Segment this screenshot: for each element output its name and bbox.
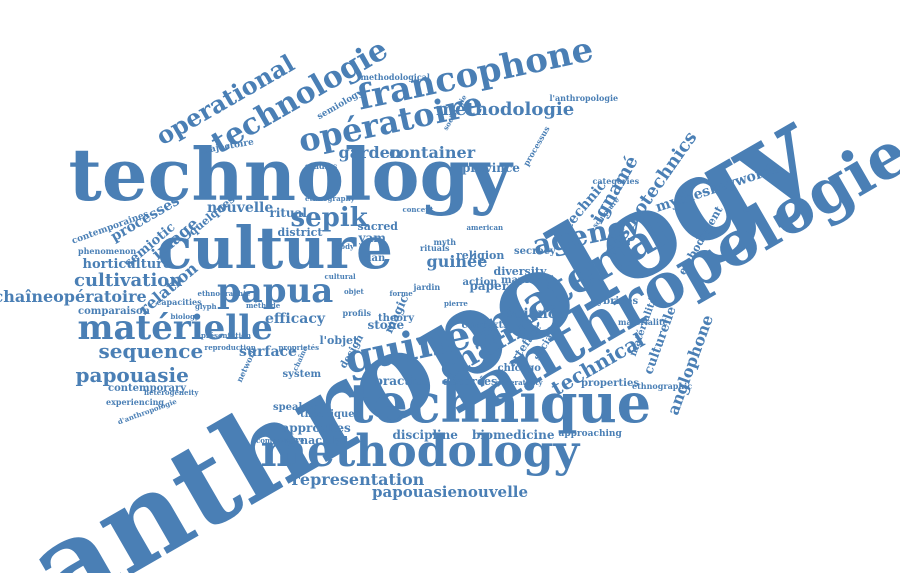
word-comparaison: comparaison bbox=[78, 306, 150, 317]
word-paper: paper bbox=[469, 279, 509, 293]
word-american: american bbox=[466, 222, 504, 232]
word-approaching: approaching bbox=[558, 428, 622, 439]
word-processus: processus bbox=[520, 124, 552, 168]
word-glyph: glyph bbox=[195, 301, 217, 311]
word-representation: representation bbox=[291, 470, 425, 489]
word-technology: technology bbox=[68, 132, 512, 217]
word-reproduction: reproduction bbox=[204, 342, 256, 352]
word-ritual: ritual bbox=[269, 206, 307, 220]
word-surface: surface bbox=[239, 344, 297, 360]
word-methodologie: méthodologie bbox=[436, 99, 575, 120]
word-phenomenon: phenomenon bbox=[78, 246, 137, 256]
word-container: container bbox=[389, 143, 476, 162]
word-action: action bbox=[462, 277, 498, 288]
word-secrecy: secrecy bbox=[514, 246, 556, 257]
word-diversity: diversity bbox=[493, 264, 547, 278]
word-properties: properties bbox=[581, 378, 639, 389]
word-practice: practice bbox=[374, 374, 430, 388]
word-presentation: présentation bbox=[201, 330, 251, 340]
word-heterogeneity: heterogeneity bbox=[144, 387, 199, 397]
word-theoriques: théoriques bbox=[300, 409, 361, 420]
word-biomedicine: biomedicine bbox=[472, 428, 555, 442]
word-comparative: comparative bbox=[256, 435, 305, 445]
word-chicago: chicago bbox=[497, 363, 541, 374]
word-horticulture: horticulture bbox=[82, 256, 172, 272]
word-speaker: speaker bbox=[273, 402, 318, 413]
word-stone: stone bbox=[367, 318, 405, 332]
word-hybrid-s: hybridеs bbox=[590, 296, 639, 307]
word-chaineoperatoire: chaîneopératoire bbox=[0, 287, 147, 306]
word-concept: concept bbox=[402, 204, 434, 214]
word-methode: méthode bbox=[246, 300, 281, 310]
word-body: body bbox=[335, 241, 355, 251]
word-decorees: décorées bbox=[442, 374, 498, 388]
word-guinee: guinée bbox=[426, 252, 488, 271]
word-papouasienouvelle: papouasienouvelle bbox=[372, 482, 529, 501]
word-objet: objet bbox=[344, 286, 364, 296]
word-studies: studies bbox=[305, 161, 338, 171]
word-ethnography: ethnography bbox=[305, 193, 355, 203]
word-cultivation: cultivation bbox=[74, 270, 183, 291]
word-ethnographie: ethnographie bbox=[197, 288, 251, 298]
word-profils: profils bbox=[342, 308, 372, 318]
word-materielle: matérielle bbox=[77, 308, 273, 348]
word-nouvelle: nouvelle bbox=[207, 200, 274, 216]
word-myth: myth bbox=[433, 237, 457, 247]
word-garden: garden bbox=[338, 143, 402, 162]
word-cultural: cultural bbox=[324, 271, 356, 281]
word-rituals: rituals bbox=[420, 243, 450, 253]
word-categories: categories bbox=[592, 176, 640, 186]
word-ethnographic: ethnographic bbox=[632, 381, 693, 391]
word-sacred: sacred bbox=[357, 219, 399, 233]
word-technique: technique bbox=[348, 371, 652, 435]
word-religion: religion bbox=[456, 248, 505, 262]
word-papua: papua bbox=[217, 271, 334, 311]
word-yam: yam bbox=[358, 231, 386, 245]
word-vernacular: vernacular bbox=[281, 433, 348, 447]
word-sepik: sepik bbox=[290, 203, 368, 233]
word-sequence: sequence bbox=[98, 339, 204, 363]
word-l-objet: l'objet bbox=[319, 333, 359, 347]
word-forme: forme bbox=[389, 288, 413, 298]
word-science: science bbox=[507, 306, 566, 322]
word-materialite: materialité bbox=[618, 317, 668, 327]
word-efficacy: efficacy bbox=[265, 311, 325, 327]
word-jardin: jardin bbox=[413, 282, 441, 292]
word-l-anthropologie: l'anthropologie bbox=[549, 93, 619, 103]
word-contemporary: contemporary bbox=[108, 383, 187, 394]
word-theory: theory bbox=[378, 313, 415, 324]
word-approches: approches bbox=[281, 421, 351, 435]
word-culture: culture bbox=[157, 214, 393, 282]
word-experiencing: experiencing bbox=[106, 397, 165, 407]
word-papouasie: papouasie bbox=[75, 363, 189, 387]
word-province: province bbox=[462, 161, 520, 175]
word-maprik: maprik bbox=[501, 275, 542, 286]
word-methodology: methodology bbox=[260, 426, 580, 477]
word-capacities: capacities bbox=[156, 297, 202, 307]
word-biology: biology bbox=[170, 311, 200, 321]
word-dan: dan bbox=[364, 253, 386, 264]
word-district: district bbox=[277, 225, 323, 239]
word-contexts: contexts bbox=[461, 320, 509, 331]
word-pierre: pierre bbox=[444, 298, 468, 308]
word-system: system bbox=[282, 369, 322, 380]
word-generativity: generativity bbox=[495, 377, 543, 387]
word-methodological: methodological bbox=[360, 72, 430, 82]
word-discipline: discipline bbox=[392, 428, 458, 442]
word-proprietes: proprietés bbox=[278, 342, 320, 352]
